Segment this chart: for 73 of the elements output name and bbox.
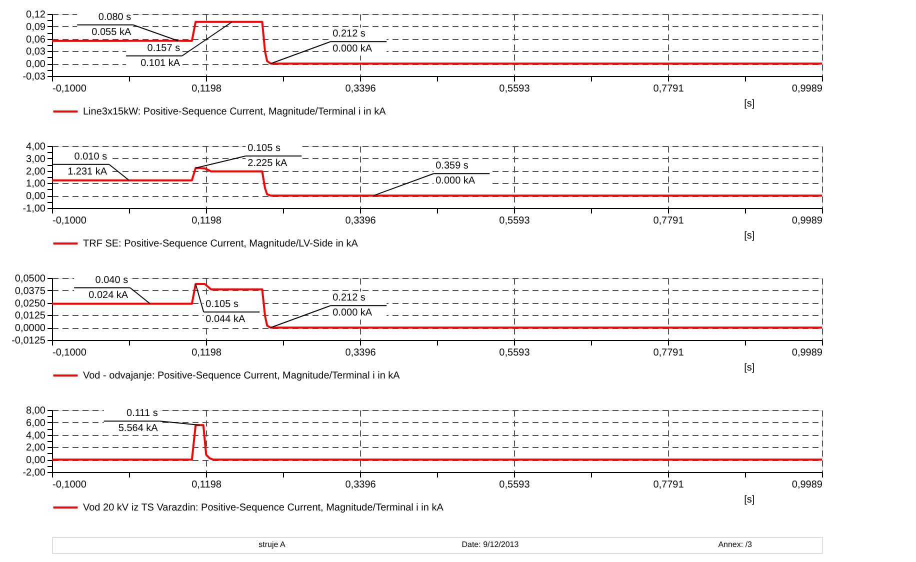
y-tick-label: 3,00 — [26, 154, 46, 165]
x-axis-title: [s] — [744, 494, 755, 506]
y-tick-label: 8,00 — [26, 406, 46, 416]
x-tick-label: 0,9989 — [792, 480, 823, 490]
x-tick-label: 0,5593 — [499, 216, 530, 226]
y-tick-label: 0,03 — [26, 46, 46, 58]
x-tick-label: 0,1198 — [192, 84, 222, 94]
y-tick-label: 0,0500 — [14, 274, 46, 284]
x-tick-label: 0,7791 — [653, 348, 684, 358]
line-series — [52, 20, 822, 65]
annotation: 0.111 s 5.564 kA — [118, 408, 158, 434]
x-tick-label: 0,7791 — [653, 480, 684, 490]
annotation: 0.080 s 0.055 kA — [92, 12, 132, 38]
y-tick-label: 6,00 — [26, 418, 46, 429]
y-tick-label: 0,09 — [26, 22, 46, 33]
x-tick-label: 0,9989 — [792, 216, 823, 226]
y-tick-label: 0,00 — [26, 191, 46, 202]
x-tick-label: -0,1000 — [52, 84, 87, 94]
y-tick-label: 0,0375 — [14, 286, 46, 297]
text: struje A — [258, 540, 286, 549]
y-tick-label: 0,0125 — [14, 310, 46, 322]
x-tick-label: 0,7791 — [653, 84, 684, 94]
x-tick-label: 0,9989 — [792, 348, 823, 358]
annotation: 0.157 s 0.101 kA — [140, 42, 180, 69]
x-tick-label: 0,1198 — [192, 216, 222, 226]
y-tick-label: 2,00 — [26, 442, 46, 454]
line-series — [52, 282, 822, 329]
x-axis-title: [s] — [744, 98, 755, 110]
y-tick-label: -0,03 — [22, 72, 46, 82]
x-tick-label: 0,3396 — [345, 480, 376, 490]
x-tick-label: 0,7791 — [653, 216, 684, 226]
annotation: 0.212 s 0.000 kA — [332, 292, 372, 319]
y-tick-label: 2,00 — [26, 166, 46, 178]
legend-label: Vod - odvajanje: Positive-Sequence Current, Magnitude/Terminal i in kA — [83, 370, 400, 382]
y-tick-label: 4,00 — [26, 142, 46, 152]
x-tick-label: 0,3396 — [345, 348, 376, 358]
y-tick-label: 0,0000 — [14, 323, 46, 334]
annotation: 0.040 s 0.024 kA — [88, 274, 128, 301]
y-tick-label: 0,00 — [26, 455, 46, 466]
x-axis-title: [s] — [744, 230, 755, 242]
y-tick-label: -1,00 — [22, 204, 46, 214]
y-tick-label: -2,00 — [22, 468, 46, 478]
legend-label: TRF SE: Positive-Sequence Current, Magnitude/LV-Side in kA — [83, 238, 358, 250]
y-tick-label: 0,12 — [26, 10, 46, 20]
annotation: 0.105 s 0.044 kA — [206, 298, 246, 325]
x-tick-label: 0,1198 — [192, 480, 222, 490]
line-series — [52, 424, 822, 461]
x-tick-label: 0,3396 — [345, 84, 376, 94]
x-tick-label: 0,1198 — [192, 348, 222, 358]
legend-label: Line3x15kW: Positive-Sequence Current, Magnitude/Terminal i in kA — [83, 106, 386, 118]
y-tick-label: -0,0125 — [12, 336, 46, 346]
x-tick-label: -0,1000 — [52, 348, 87, 358]
legend-label: Vod 20 kV iz TS Varazdin: Positive-Sequence Current, Magnitude/Terminal i in kA — [83, 502, 444, 514]
x-axis-title: [s] — [744, 362, 755, 374]
annotation: 0.010 s 1.231 kA — [68, 151, 108, 178]
x-tick-label: 0,9989 — [792, 84, 823, 94]
y-tick-label: 0,06 — [26, 34, 46, 46]
x-tick-label: -0,1000 — [52, 480, 87, 490]
x-tick-label: 0,5593 — [499, 480, 530, 490]
annotation: 0.105 s 2.225 kA — [248, 143, 288, 170]
annotation: 0.359 s 0.000 kA — [436, 160, 476, 187]
x-tick-label: 0,3396 — [345, 216, 376, 226]
text: Annex: /3 — [718, 540, 753, 549]
x-tick-label: 0,5593 — [499, 348, 530, 358]
annotation: 0.212 s 0.000 kA — [332, 28, 372, 55]
text: Date: 9/12/2013 — [462, 540, 520, 549]
y-tick-label: 0,00 — [26, 59, 46, 70]
y-tick-label: 0,0250 — [14, 298, 46, 310]
y-tick-label: 1,00 — [26, 178, 46, 190]
x-tick-label: -0,1000 — [52, 216, 87, 226]
y-tick-label: 4,00 — [26, 430, 46, 442]
x-tick-label: 0,5593 — [499, 84, 530, 94]
line-series — [52, 167, 822, 197]
